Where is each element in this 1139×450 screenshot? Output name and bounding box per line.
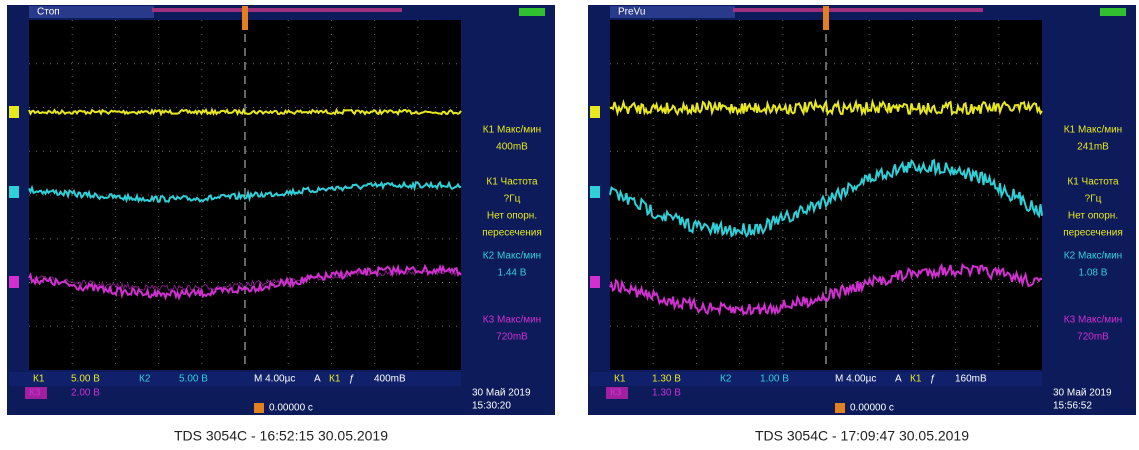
bottom-field: M 4.00µс [835, 374, 876, 385]
caption: TDS 3054C - 17:09:47 30.05.2019 [755, 428, 969, 444]
bottom-field: 2.00 В [71, 388, 100, 399]
readout: пересечения [482, 228, 542, 239]
bottom-field: 1.30 В [652, 388, 681, 399]
readout: 720mВ [1077, 332, 1109, 343]
readout: К1 Частота [1067, 177, 1119, 188]
date: 30 Май 2019 [472, 388, 531, 399]
time: 15:30:20 [472, 401, 511, 412]
readout: пересечения [1063, 228, 1123, 239]
bottom-field: 1.30 В [652, 374, 681, 385]
channel-marker [9, 276, 19, 288]
page: Стоп К1 Макс/мин 400mВ К1 Частота ?Гц Нет опо… [0, 0, 1139, 450]
readout: К1 Макс/мин [1064, 125, 1122, 136]
readout: 241mВ [1077, 142, 1109, 153]
bottom-field: ƒ [930, 374, 936, 385]
trigger-tag [835, 403, 845, 413]
bottom-field: К3 [610, 388, 622, 399]
bottom-field: К1 [614, 374, 626, 385]
time: 15:56:52 [1053, 401, 1092, 412]
trigger-position: 0.00000 с [850, 403, 894, 414]
bottom-field: 160mВ [955, 374, 987, 385]
bottom-field: 400mВ [374, 374, 406, 385]
channel-marker [590, 106, 600, 118]
readout: ?Гц [1085, 194, 1102, 205]
channel-marker [9, 186, 19, 198]
record-bar [152, 8, 402, 12]
readout: Нет опорн. [487, 211, 537, 222]
battery [1100, 8, 1126, 16]
bottom-field: К1 [33, 374, 45, 385]
caption: TDS 3054C - 16:52:15 30.05.2019 [174, 428, 388, 444]
readout: К1 Макс/мин [483, 125, 541, 136]
readout: 720mВ [496, 332, 528, 343]
bottom-field: 5.00 В [71, 374, 100, 385]
readout: ?Гц [504, 194, 521, 205]
scope-screen: PreVu К1 Макс/мин 241mВ К1 Частота ?Гц Нет оп… [588, 5, 1136, 444]
bottom-field: К3 [29, 388, 41, 399]
bottom-field: К2 [720, 374, 732, 385]
bottom-field: К2 [139, 374, 151, 385]
scope-screen: Стоп К1 Макс/мин 400mВ К1 Частота ?Гц Нет опо… [7, 5, 555, 444]
readout: К2 Макс/мин [1064, 251, 1122, 262]
readout: К1 Частота [486, 177, 538, 188]
date: 30 Май 2019 [1053, 388, 1112, 399]
channel-marker [590, 186, 600, 198]
status: PreVu [618, 7, 645, 18]
bottom-field: 5.00 В [179, 374, 208, 385]
readout: 1.08 В [1079, 268, 1108, 279]
bottom-field: A [314, 374, 321, 385]
readout: Нет опорн. [1068, 211, 1118, 222]
bottom-field: К1 [910, 374, 922, 385]
trigger-marker [242, 6, 248, 30]
status: Стоп [37, 7, 60, 18]
trigger-tag [254, 403, 264, 413]
battery [519, 8, 545, 16]
bottom-field: A [895, 374, 902, 385]
bottom-field: ƒ [349, 374, 355, 385]
readout: К2 Макс/мин [483, 251, 541, 262]
trigger-position: 0.00000 с [269, 403, 313, 414]
bottom-field: К1 [329, 374, 341, 385]
readout: 1.44 В [498, 268, 527, 279]
channel-marker [590, 276, 600, 288]
readout: К3 Макс/мин [1064, 315, 1122, 326]
bottom-field: 1.00 В [760, 374, 789, 385]
trigger-marker [823, 6, 829, 30]
readout: К3 Макс/мин [483, 315, 541, 326]
bottom-field: M 4.00µс [254, 374, 295, 385]
readout: 400mВ [496, 142, 528, 153]
channel-marker [9, 106, 19, 118]
record-bar [733, 8, 983, 12]
